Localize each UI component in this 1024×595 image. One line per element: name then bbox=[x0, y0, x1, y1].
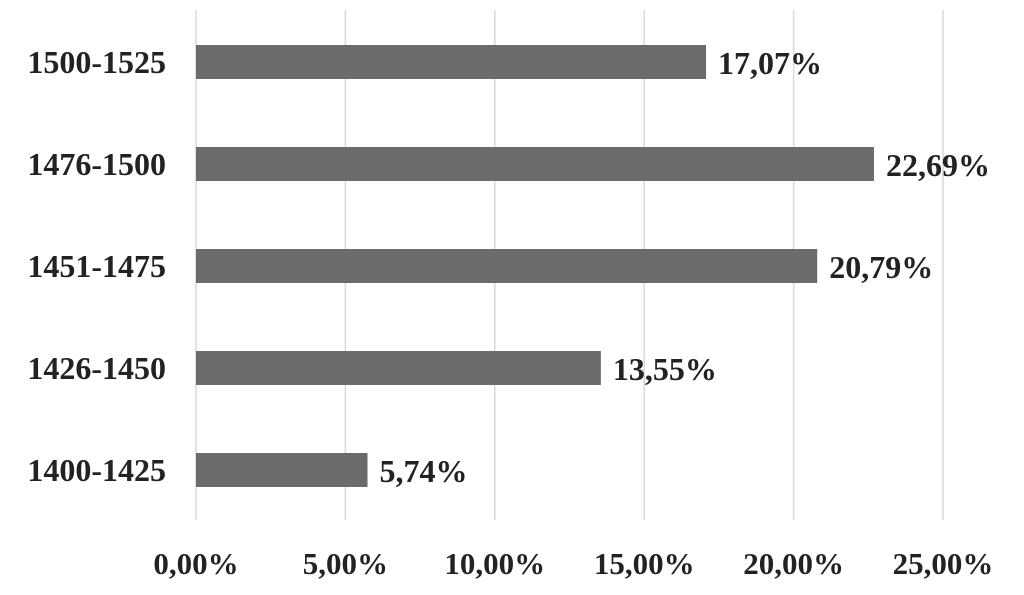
x-tick-label: 15,00% bbox=[594, 546, 695, 581]
x-tick-label: 0,00% bbox=[153, 546, 238, 581]
bar bbox=[196, 45, 707, 79]
category-labels: 1500-1525 1476-1500 1451-1475 1426-1450 1400… bbox=[27, 44, 166, 488]
x-axis-tick-labels: 0,00% 5,00% 10,00% 15,00% 20,00% 25,00% bbox=[153, 546, 993, 581]
x-tick-label: 10,00% bbox=[444, 546, 545, 581]
bars bbox=[196, 45, 874, 487]
category-label: 1400-1425 bbox=[27, 452, 166, 488]
data-label: 17,07% bbox=[718, 45, 822, 81]
category-label: 1426-1450 bbox=[27, 350, 166, 386]
bar bbox=[196, 249, 818, 283]
data-label: 5,74% bbox=[380, 453, 468, 489]
category-label: 1476-1500 bbox=[27, 146, 166, 182]
x-tick-label: 5,00% bbox=[303, 546, 388, 581]
category-label: 1500-1525 bbox=[27, 44, 166, 80]
bar bbox=[196, 351, 601, 385]
bar bbox=[196, 453, 368, 487]
data-label: 22,69% bbox=[886, 147, 990, 183]
data-labels: 17,07% 22,69% 20,79% 13,55% 5,74% bbox=[380, 45, 990, 489]
x-tick-label: 25,00% bbox=[893, 546, 994, 581]
category-label: 1451-1475 bbox=[27, 248, 166, 284]
data-label: 20,79% bbox=[829, 249, 933, 285]
x-tick-label: 20,00% bbox=[743, 546, 844, 581]
data-label: 13,55% bbox=[613, 351, 717, 387]
bar bbox=[196, 147, 874, 181]
